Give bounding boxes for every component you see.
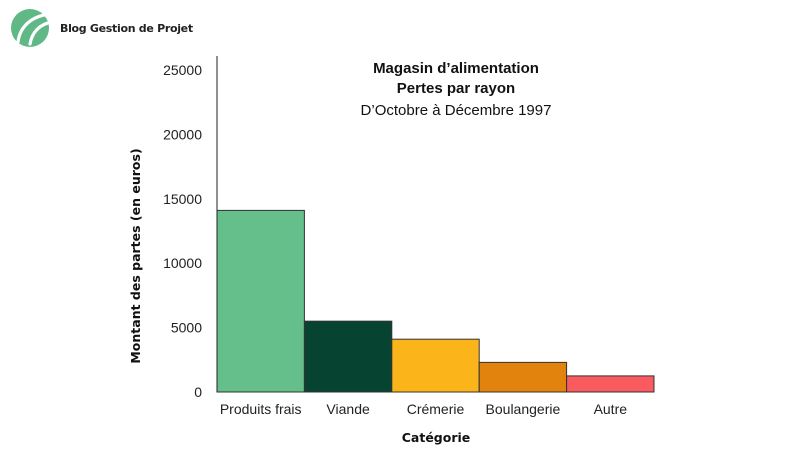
leaf-logo-icon: [11, 9, 54, 47]
chart-title: Magasin d’alimentation: [373, 60, 539, 77]
x-tick-labels: Produits frais Viande Crémerie Boulangerie A…: [220, 401, 627, 417]
bar-boulangerie: [478, 361, 568, 393]
y-tick-label: 15000: [163, 191, 202, 207]
chart-subtitle: Pertes par rayon: [397, 80, 515, 97]
y-axis-title: Montant des partes (en euros): [128, 148, 143, 363]
x-tick-label: Autre: [594, 401, 628, 417]
y-tick-label: 10000: [163, 255, 202, 271]
bars-group: [216, 209, 655, 393]
y-tick-label: 25000: [163, 62, 202, 78]
x-tick-label: Viande: [326, 401, 370, 417]
bar-autre: [566, 375, 655, 393]
x-tick-label: Crémerie: [407, 401, 465, 417]
y-tick-labels: 0 5000 10000 15000 20000 25000: [163, 62, 202, 400]
y-tick-label: 5000: [171, 320, 202, 336]
chart-period: D’Octobre à Décembre 1997: [361, 102, 552, 119]
x-tick-label: Produits frais: [220, 401, 302, 417]
y-tick-label: 0: [194, 384, 202, 400]
bar-viande: [303, 320, 393, 393]
x-axis-title: Catégorie: [402, 430, 471, 445]
bar-produits-frais: [216, 209, 305, 393]
x-tick-label: Boulangerie: [486, 401, 561, 417]
brand-name: Blog Gestion de Projet: [60, 21, 193, 35]
bar-crémerie: [391, 338, 480, 393]
y-tick-label: 20000: [163, 126, 202, 142]
brand-header: Blog Gestion de Projet: [10, 8, 193, 48]
